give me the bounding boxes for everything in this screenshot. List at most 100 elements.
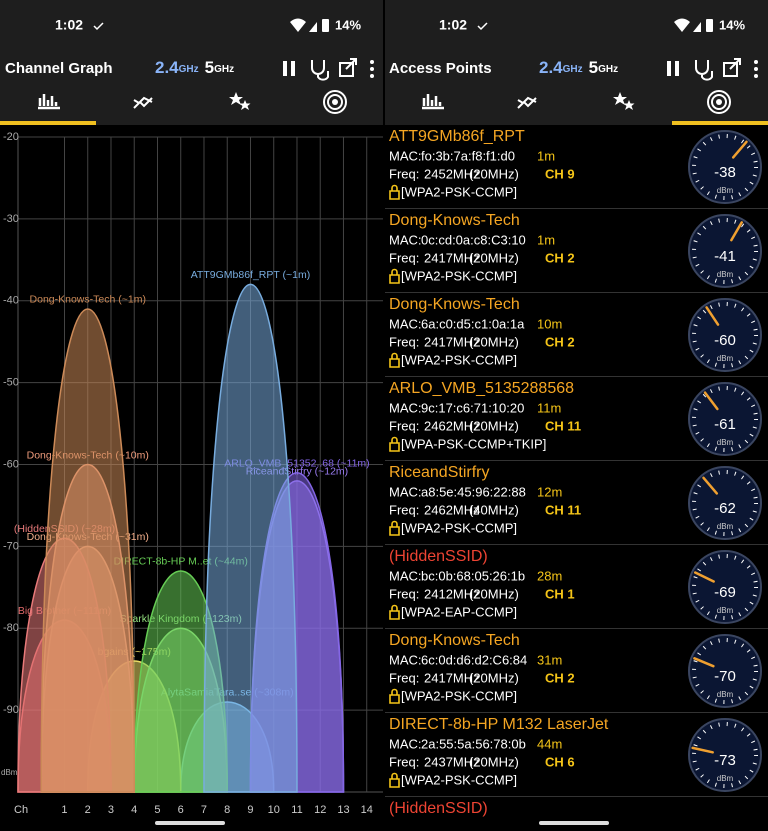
- channel-width: (20MHz): [469, 586, 519, 601]
- status-battery: 14%: [719, 17, 745, 32]
- x-tick-label: 6: [178, 804, 184, 816]
- mac-label: MAC:: [389, 484, 422, 499]
- mac: 6c:0d:d6:d2:C6:84: [421, 652, 527, 667]
- y-tick-label: -30: [3, 213, 19, 225]
- freq-label: Freq:: [389, 334, 419, 349]
- x-tick-label: 14: [361, 804, 373, 816]
- signal-area: [203, 283, 298, 793]
- x-tick-label: 8: [224, 804, 230, 816]
- mac: a8:5e:45:96:22:88: [421, 484, 526, 499]
- y-tick-label: -60: [3, 458, 19, 470]
- left-header: [0, 0, 383, 125]
- distance: 28m: [537, 568, 562, 583]
- access-point[interactable]: Dong-Knows-Tech MAC: 6a:c0:d5:c1:0a:1a 10m F…: [385, 296, 768, 377]
- gauge-face: [688, 214, 762, 288]
- freq-label: Freq:: [389, 418, 419, 433]
- freq: 2452MHz: [424, 166, 480, 181]
- freq-label: Freq:: [389, 670, 419, 685]
- channel-width: (20MHz): [469, 334, 519, 349]
- x-tick-label: 13: [337, 804, 349, 816]
- freq-label: Freq:: [389, 250, 419, 265]
- channel: CH 11: [545, 502, 581, 517]
- x-tick-label: 4: [131, 804, 137, 816]
- band-5[interactable]: 5: [589, 58, 598, 77]
- ssid: ARLO_VMB_5135288568: [389, 380, 574, 397]
- nav-pill: [155, 821, 225, 825]
- gauge-scale: [692, 722, 758, 788]
- lock-icon: [389, 688, 400, 704]
- channel-width: (40MHz): [469, 502, 519, 517]
- channel: CH 6: [545, 754, 575, 769]
- distance: 10m: [537, 316, 562, 331]
- y-tick-label: -20: [3, 131, 19, 143]
- ssid: (HiddenSSID): [389, 800, 488, 817]
- signal-area: [40, 308, 135, 793]
- freq-label: Freq:: [389, 502, 419, 517]
- band-5[interactable]: 5: [205, 58, 214, 77]
- band-24[interactable]: 2.4: [539, 58, 563, 77]
- x-tick-label: 2: [85, 804, 91, 816]
- security: [WPA-PSK-CCMP+TKIP]: [401, 436, 546, 451]
- access-point[interactable]: ARLO_VMB_5135288568 MAC: 9c:17:c6:71:10:20…: [385, 380, 768, 461]
- freq-label: Freq:: [389, 586, 419, 601]
- band-5-unit: GHz: [598, 64, 618, 75]
- mac: 2a:55:5a:56:78:0b: [421, 736, 526, 751]
- status-time: 1:02: [55, 17, 83, 33]
- signal-value: -70: [714, 668, 736, 685]
- band-24[interactable]: 2.4: [155, 58, 179, 77]
- access-point[interactable]: Dong-Knows-Tech MAC: 0c:cd:0a:c8:C3:10 1m Fr…: [385, 212, 768, 293]
- channel: CH 2: [545, 250, 575, 265]
- y-tick-label: -50: [3, 377, 19, 389]
- toolbar-icons[interactable]: [283, 58, 758, 81]
- right-header: [385, 0, 768, 125]
- signal-unit: dBm: [717, 774, 734, 783]
- channel-width: (20MHz): [469, 250, 519, 265]
- distance: 31m: [537, 652, 562, 667]
- channel: CH 11: [545, 418, 581, 433]
- freq: 2462MHz: [424, 418, 480, 433]
- gauge-scale: [692, 218, 758, 284]
- signal-unit: dBm: [717, 354, 734, 363]
- ssid: ATT9GMb86f_RPT: [389, 128, 525, 145]
- band-selector[interactable]: 2.4GHz 5GHz: [155, 58, 234, 77]
- gauge-face: [688, 382, 762, 456]
- security: [WPA2-PSK-CCMP]: [401, 352, 517, 367]
- signal-value: -38: [714, 164, 736, 181]
- mac-label: MAC:: [389, 400, 422, 415]
- gauge-needle: [705, 306, 720, 326]
- mac-label: MAC:: [389, 232, 422, 247]
- y-tick-label: -90: [3, 704, 19, 716]
- signal-unit: dBm: [717, 690, 734, 699]
- gauge-needle: [691, 746, 714, 754]
- access-point[interactable]: Dong-Knows-Tech MAC: 6c:0d:d6:d2:C6:84 31m F…: [385, 632, 768, 713]
- security: [WPA2-PSK-CCMP]: [401, 520, 517, 535]
- y-tick-label: -70: [3, 540, 19, 552]
- lock-icon: [389, 604, 400, 620]
- mac-label: MAC:: [389, 568, 422, 583]
- freq: 2417MHz: [424, 334, 480, 349]
- signal-value: -73: [714, 752, 736, 769]
- signal-value: -69: [714, 584, 736, 601]
- gauge-face: [688, 718, 762, 792]
- x-axis-label: Ch: [14, 804, 28, 816]
- mac: fo:3b:7a:f8:f1:d0: [421, 148, 515, 163]
- access-point[interactable]: RiceandStirfry MAC: a8:5e:45:96:22:88 12m Fr…: [385, 464, 768, 545]
- access-point[interactable]: ATT9GMb86f_RPT MAC: fo:3b:7a:f8:f1:d0 1m Fre…: [385, 128, 768, 209]
- gauge-scale: [692, 386, 758, 452]
- lock-icon: [389, 520, 400, 536]
- distance: 11m: [537, 400, 561, 415]
- freq-label: Freq:: [389, 754, 419, 769]
- band-selector[interactable]: 2.4GHz 5GHz: [539, 58, 618, 77]
- tab-indicator: [0, 121, 96, 125]
- gauge-needle: [693, 657, 715, 668]
- y-axis-label: dBm: [1, 768, 18, 777]
- access-point[interactable]: (HiddenSSID) MAC: bc:0b:68:05:26:1b 28m Freq…: [385, 548, 768, 629]
- access-point[interactable]: (HiddenSSID): [389, 800, 488, 817]
- distance: 12m: [537, 484, 562, 499]
- tab-icons[interactable]: [38, 90, 731, 114]
- gauge-face: [688, 298, 762, 372]
- freq: 2437MHz: [424, 754, 480, 769]
- access-point[interactable]: DIRECT-8b-HP M132 LaserJet MAC: 2a:55:5a:5…: [385, 716, 768, 797]
